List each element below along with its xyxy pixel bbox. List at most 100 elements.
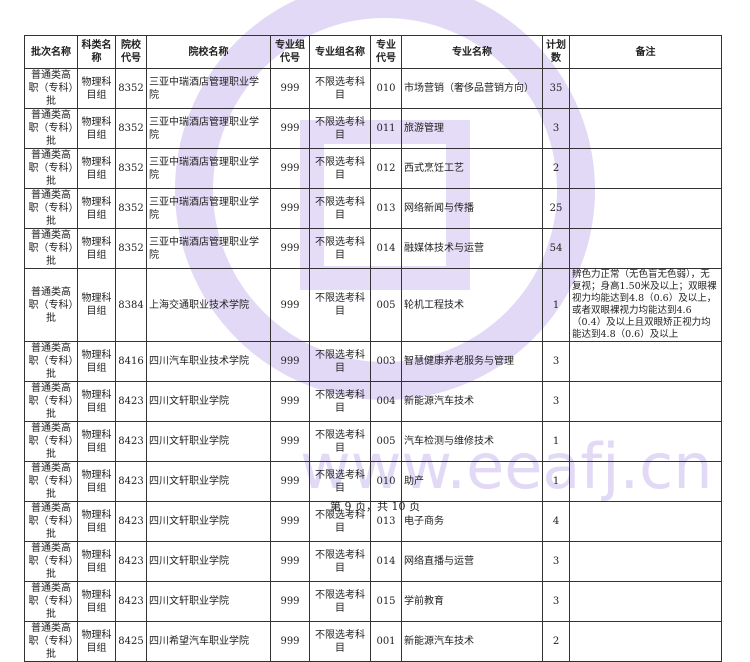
table-cell: 8423 xyxy=(115,541,147,582)
admission-plan-table: 批次名称 科类名称 院校代号 院校名称 专业组代号 专业组名称 专业代号 专业名称 计划数 备注 … xyxy=(24,35,722,662)
table-row: 普通类高职（专科）批 物理科目组 8352 三亚中瑞酒店管理职业学院 999 不限选考科目… xyxy=(24,148,722,189)
table-cell: 不限选考科目 xyxy=(309,68,371,109)
table-cell: 012 xyxy=(370,148,402,189)
table-cell: 四川文轩职业学院 xyxy=(146,581,271,622)
table-row: 普通类高职（专科）批 物理科目组 8352 三亚中瑞酒店管理职业学院 999 不限选考科目… xyxy=(24,108,722,149)
table-cell xyxy=(569,341,722,382)
table-cell: 8352 xyxy=(115,188,147,229)
table-cell: 3 xyxy=(542,108,570,149)
table-cell: 普通类高职（专科）批 xyxy=(24,341,78,382)
table-cell: 不限选考科目 xyxy=(309,268,371,342)
table-cell: 不限选考科目 xyxy=(309,421,371,462)
table-row: 普通类高职（专科）批 物理科目组 8425 四川希望汽车职业学院 999 不限选考科目 00… xyxy=(24,621,722,662)
table-cell: 8423 xyxy=(115,381,147,422)
table-cell: 005 xyxy=(370,268,402,342)
table-cell: 旅游管理 xyxy=(401,108,543,149)
table-cell: 不限选考科目 xyxy=(309,341,371,382)
table-cell: 网络直播与运营 xyxy=(401,541,543,582)
table-cell xyxy=(569,148,722,189)
table-cell: 015 xyxy=(370,581,402,622)
table-cell: 助产 xyxy=(401,461,543,502)
table-row: 普通类高职（专科）批 物理科目组 8423 四川文轩职业学院 999 不限选考科目 015 学… xyxy=(24,581,722,622)
table-cell: 999 xyxy=(270,268,310,342)
table-cell: 54 xyxy=(542,228,570,269)
table-cell xyxy=(569,108,722,149)
column-header: 批次名称 xyxy=(24,35,78,69)
table-cell: 999 xyxy=(270,581,310,622)
table-cell: 不限选考科目 xyxy=(309,541,371,582)
table-cell: 2 xyxy=(542,148,570,189)
table-cell: 四川文轩职业学院 xyxy=(146,421,271,462)
table-cell: 物理科目组 xyxy=(77,621,116,662)
table-row: 普通类高职（专科）批 物理科目组 8384 上海交通职业技术学院 999 不限选考科目 00… xyxy=(24,268,722,342)
table-cell: 013 xyxy=(370,188,402,229)
table-cell: 8352 xyxy=(115,68,147,109)
table-cell: 普通类高职（专科）批 xyxy=(24,381,78,422)
table-cell: 四川希望汽车职业学院 xyxy=(146,621,271,662)
table-cell: 014 xyxy=(370,228,402,269)
table-cell: 汽车检测与维修技术 xyxy=(401,421,543,462)
table-cell: 普通类高职（专科）批 xyxy=(24,461,78,502)
table-cell: 西式烹饪工艺 xyxy=(401,148,543,189)
table-cell: 8352 xyxy=(115,108,147,149)
table-cell: 1 xyxy=(542,421,570,462)
table-row: 普通类高职（专科）批 物理科目组 8423 四川文轩职业学院 999 不限选考科目 014 网… xyxy=(24,541,722,582)
table-cell: 3 xyxy=(542,381,570,422)
table-cell xyxy=(569,188,722,229)
table-cell: 8352 xyxy=(115,228,147,269)
table-row: 普通类高职（专科）批 物理科目组 8352 三亚中瑞酒店管理职业学院 999 不限选考科目… xyxy=(24,188,722,229)
table-cell: 8423 xyxy=(115,461,147,502)
table-cell: 物理科目组 xyxy=(77,581,116,622)
table-cell: 四川文轩职业学院 xyxy=(146,381,271,422)
table-cell: 999 xyxy=(270,461,310,502)
table-cell: 8384 xyxy=(115,268,147,342)
table-header: 批次名称 科类名称 院校代号 院校名称 专业组代号 专业组名称 专业代号 专业名称 计划数 备注 xyxy=(24,35,722,69)
table-cell: 8416 xyxy=(115,341,147,382)
table-cell xyxy=(569,461,722,502)
table-cell xyxy=(569,541,722,582)
table-cell: 1 xyxy=(542,268,570,342)
table-cell: 8423 xyxy=(115,581,147,622)
table-cell: 999 xyxy=(270,228,310,269)
table-cell: 不限选考科目 xyxy=(309,621,371,662)
table-cell: 辨色力正常（无色盲无色弱），无复视；身高1.50米及以上；双眼裸视力均能达到4.… xyxy=(569,268,722,342)
table-cell: 不限选考科目 xyxy=(309,188,371,229)
column-header: 专业组名称 xyxy=(309,35,371,69)
column-header: 院校代号 xyxy=(115,35,147,69)
table-cell: 三亚中瑞酒店管理职业学院 xyxy=(146,148,271,189)
table-cell: 8423 xyxy=(115,421,147,462)
table-cell: 004 xyxy=(370,381,402,422)
table-cell: 不限选考科目 xyxy=(309,581,371,622)
table-cell: 999 xyxy=(270,541,310,582)
table-cell: 物理科目组 xyxy=(77,461,116,502)
table-cell xyxy=(569,228,722,269)
table-row: 普通类高职（专科）批 物理科目组 8423 四川文轩职业学院 999 不限选考科目 005 汽… xyxy=(24,421,722,462)
column-header: 院校名称 xyxy=(146,35,271,69)
table-cell: 学前教育 xyxy=(401,581,543,622)
table-cell: 市场营销（奢侈品营销方向） xyxy=(401,68,543,109)
table-row: 普通类高职（专科）批 物理科目组 8423 四川文轩职业学院 999 不限选考科目 010 助… xyxy=(24,461,722,502)
table-cell: 物理科目组 xyxy=(77,188,116,229)
table-cell: 999 xyxy=(270,381,310,422)
table-cell: 普通类高职（专科）批 xyxy=(24,108,78,149)
table-cell: 融媒体技术与运营 xyxy=(401,228,543,269)
table-cell: 普通类高职（专科）批 xyxy=(24,621,78,662)
table-cell: 999 xyxy=(270,421,310,462)
table-cell: 轮机工程技术 xyxy=(401,268,543,342)
table-cell: 不限选考科目 xyxy=(309,228,371,269)
table-cell: 普通类高职（专科）批 xyxy=(24,228,78,269)
table-cell: 3 xyxy=(542,541,570,582)
table-cell: 新能源汽车技术 xyxy=(401,381,543,422)
table-cell: 物理科目组 xyxy=(77,541,116,582)
table-cell: 8425 xyxy=(115,621,147,662)
table-cell: 普通类高职（专科）批 xyxy=(24,581,78,622)
table-cell: 010 xyxy=(370,461,402,502)
table-row: 普通类高职（专科）批 物理科目组 8352 三亚中瑞酒店管理职业学院 999 不限选考科目… xyxy=(24,68,722,109)
table-cell: 物理科目组 xyxy=(77,268,116,342)
table-cell: 普通类高职（专科）批 xyxy=(24,68,78,109)
table-cell: 2 xyxy=(542,621,570,662)
column-header: 专业组代号 xyxy=(270,35,310,69)
table-cell: 005 xyxy=(370,421,402,462)
table-cell: 普通类高职（专科）批 xyxy=(24,541,78,582)
table-cell: 三亚中瑞酒店管理职业学院 xyxy=(146,108,271,149)
